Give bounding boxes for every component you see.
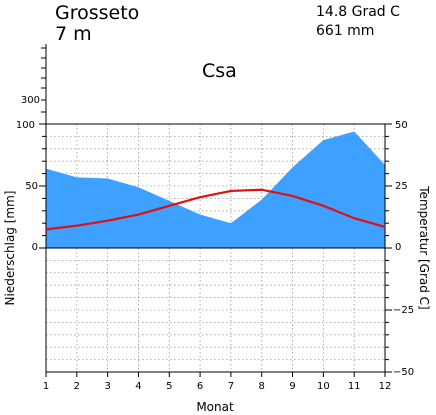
tick-right-0: 0 <box>395 242 401 253</box>
x-tick-label: 11 <box>348 381 361 392</box>
station-name: Grosseto <box>55 2 139 24</box>
x-tick-label: 4 <box>135 381 141 392</box>
tick-right-25: 25 <box>395 181 408 192</box>
tick-left-50: 50 <box>25 181 38 192</box>
x-tick-label: 6 <box>197 381 203 392</box>
x-tick-label: 12 <box>379 381 392 392</box>
station-elevation: 7 m <box>55 23 92 45</box>
axis-ticks <box>39 123 392 377</box>
tick-left-0: 0 <box>32 242 38 253</box>
mean-temperature: 14.8 Grad C <box>316 4 400 20</box>
x-tick-label: 3 <box>104 381 110 392</box>
left-axis-label: Niederschlag [mm] <box>3 191 17 306</box>
x-tick-label: 1 <box>43 381 49 392</box>
x-tick-labels: 1 2 3 4 5 6 7 8 9 10 11 12 <box>43 381 392 392</box>
upper-scale: 300 <box>21 44 47 124</box>
annual-precipitation: 661 mm <box>316 23 374 39</box>
tick-right-50: 50 <box>395 120 408 131</box>
precipitation-area <box>46 131 385 248</box>
x-tick-label: 8 <box>259 381 265 392</box>
tick-right-minus-50: −50 <box>393 367 414 378</box>
climate-class: Csa <box>202 60 237 82</box>
x-tick-label: 7 <box>228 381 234 392</box>
x-axis-label: Monat <box>196 400 234 414</box>
tick-left-100: 100 <box>16 120 35 131</box>
temperature-line <box>45 188 386 231</box>
tick-left-300: 300 <box>21 95 40 106</box>
x-tick-label: 9 <box>289 381 295 392</box>
right-axis-label: Temperatur [Grad C] <box>417 185 431 309</box>
x-tick-label: 5 <box>166 381 172 392</box>
x-tick-label: 2 <box>74 381 80 392</box>
x-tick-label: 10 <box>317 381 330 392</box>
tick-right-minus-25: −25 <box>393 305 414 316</box>
